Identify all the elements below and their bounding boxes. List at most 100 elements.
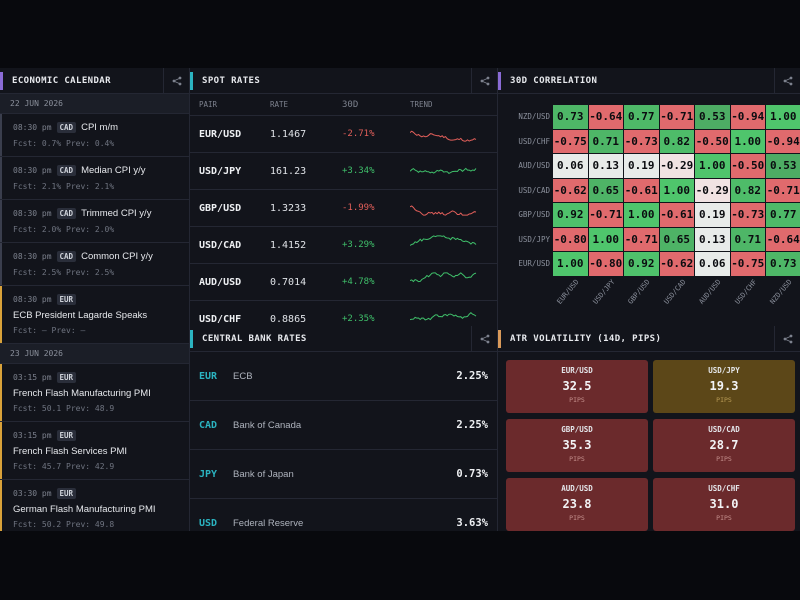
calendar-event[interactable]: 08:30 pm EUR ECB President Lagarde Speaks F… (0, 286, 189, 344)
correlation-cell[interactable]: -0.62 (659, 252, 694, 276)
correlation-cell[interactable]: -0.94 (766, 129, 800, 153)
forecast-value: Fcst: 0.7% (13, 139, 62, 148)
atr-tile[interactable]: GBP/USD 35.3 PIPS (506, 419, 648, 472)
calendar-event[interactable]: 03:30 pm EUR German Flash Manufacturing PM… (0, 480, 189, 531)
atr-value: 32.5 (562, 379, 592, 393)
correlation-cell[interactable]: 0.13 (695, 227, 730, 251)
spot-row[interactable]: USD/JPY 161.23 +3.34% (190, 153, 497, 190)
atr-pair: USD/CAD (708, 425, 740, 434)
column-label: USD/CAD (662, 278, 688, 306)
correlation-cell[interactable]: 0.53 (766, 154, 800, 178)
share-icon[interactable] (774, 68, 800, 94)
spot-row[interactable]: GBP/USD 1.3233 -1.99% (190, 190, 497, 227)
correlation-cell[interactable]: 0.77 (624, 105, 659, 129)
correlation-cell[interactable]: -0.73 (730, 203, 765, 227)
calendar-event[interactable]: 08:30 pm CAD CPI m/m Fcst: 0.7% Prev: 0.4% (0, 114, 189, 157)
calendar-event[interactable]: 08:30 pm CAD Trimmed CPI y/y Fcst: 2.0% Pre… (0, 200, 189, 243)
event-time: 08:30 pm (13, 251, 52, 261)
correlation-cell[interactable]: 1.00 (695, 154, 730, 178)
correlation-cell[interactable]: -0.71 (659, 105, 694, 129)
correlation-cell[interactable]: 0.82 (659, 129, 694, 153)
correlation-cell[interactable]: 1.00 (766, 105, 800, 129)
correlation-cell[interactable]: 0.19 (624, 154, 659, 178)
correlation-cell[interactable]: 0.73 (766, 252, 800, 276)
calendar-event[interactable]: 08:30 pm CAD Common CPI y/y Fcst: 2.5% Prev… (0, 243, 189, 286)
col-30d: 30D (342, 99, 359, 110)
trend-sparkline (409, 307, 490, 327)
correlation-cell[interactable]: -0.29 (695, 178, 730, 202)
correlation-cell[interactable]: 0.65 (588, 178, 623, 202)
central-bank-rates-panel: CENTRAL BANK RATES EUR ECB 2.25% CAD Bank of… (190, 326, 498, 531)
correlation-cell[interactable]: 0.06 (695, 252, 730, 276)
correlation-cell[interactable]: -0.80 (553, 227, 588, 251)
fx-dashboard: ECONOMIC CALENDAR 22 JUN 2026 08:30 pm CAD… (0, 68, 800, 531)
correlation-cell[interactable]: 0.65 (659, 227, 694, 251)
correlation-cell[interactable]: -0.61 (659, 203, 694, 227)
event-time: 08:30 pm (13, 165, 52, 175)
calendar-event[interactable]: 08:30 pm CAD Median CPI y/y Fcst: 2.1% Prev… (0, 157, 189, 200)
correlation-cell[interactable]: 1.00 (588, 227, 623, 251)
correlation-cell[interactable]: 0.92 (624, 252, 659, 276)
atr-unit: PIPS (569, 514, 585, 522)
correlation-cell[interactable]: -0.75 (553, 129, 588, 153)
share-icon[interactable] (471, 68, 497, 94)
calendar-list[interactable]: 22 JUN 2026 08:30 pm CAD CPI m/m Fcst: 0.7% … (0, 94, 189, 531)
correlation-cell[interactable]: -0.64 (588, 105, 623, 129)
correlation-cell[interactable]: 0.06 (553, 154, 588, 178)
correlation-cell[interactable]: -0.94 (730, 105, 765, 129)
event-time: 03:30 pm (13, 488, 52, 498)
correlation-cell[interactable]: -0.61 (624, 178, 659, 202)
share-icon[interactable] (471, 326, 497, 352)
central-bank-row[interactable]: JPY Bank of Japan 0.73% (190, 450, 497, 499)
central-bank-row[interactable]: EUR ECB 2.25% (190, 352, 497, 401)
correlation-cell[interactable]: 0.71 (730, 227, 765, 251)
correlation-cell[interactable]: -0.50 (730, 154, 765, 178)
correlation-cell[interactable]: 0.71 (588, 129, 623, 153)
atr-value: 23.8 (562, 497, 592, 511)
atr-tile[interactable]: USD/CHF 31.0 PIPS (653, 478, 795, 531)
correlation-cell[interactable]: -0.29 (659, 154, 694, 178)
atr-tile[interactable]: USD/CAD 28.7 PIPS (653, 419, 795, 472)
event-forecast: Fcst: 2.0% Prev: 2.0% (13, 225, 189, 234)
correlation-cell[interactable]: 0.19 (695, 203, 730, 227)
spot-row[interactable]: USD/CAD 1.4152 +3.29% (190, 227, 497, 264)
forecast-value: Fcst: 2.5% (13, 268, 62, 277)
calendar-event[interactable]: 03:15 pm EUR French Flash Manufacturing PM… (0, 364, 189, 422)
atr-tile[interactable]: EUR/USD 32.5 PIPS (506, 360, 648, 413)
correlation-cell[interactable]: 0.13 (588, 154, 623, 178)
correlation-cell[interactable]: 0.82 (730, 178, 765, 202)
correlation-cell[interactable]: 0.53 (695, 105, 730, 129)
central-bank-row[interactable]: USD Federal Reserve 3.63% (190, 499, 497, 531)
correlation-cell[interactable]: -0.50 (695, 129, 730, 153)
share-icon[interactable] (163, 68, 189, 94)
date-header: 23 JUN 2026 (0, 344, 189, 364)
correlation-cell[interactable]: -0.71 (766, 178, 800, 202)
atr-tile[interactable]: AUD/USD 23.8 PIPS (506, 478, 648, 531)
spot-row[interactable]: AUD/USD 0.7014 +4.78% (190, 264, 497, 301)
correlation-cell[interactable]: -0.71 (588, 203, 623, 227)
spot-row[interactable]: USD/CHF 0.8865 +2.35% (190, 301, 497, 326)
correlation-cell[interactable]: -0.73 (624, 129, 659, 153)
correlation-cell[interactable]: 1.00 (553, 252, 588, 276)
correlation-cell[interactable]: 0.92 (553, 203, 588, 227)
correlation-cell[interactable]: -0.64 (766, 227, 800, 251)
correlation-cell[interactable]: 1.00 (659, 178, 694, 202)
correlation-cell[interactable]: 0.73 (553, 105, 588, 129)
central-bank-row[interactable]: CAD Bank of Canada 2.25% (190, 401, 497, 450)
correlation-cell[interactable]: 1.00 (624, 203, 659, 227)
currency-badge: EUR (56, 371, 77, 383)
correlation-cell[interactable]: 0.77 (766, 203, 800, 227)
share-icon[interactable] (774, 326, 800, 352)
calendar-event[interactable]: 03:15 pm EUR French Flash Services PMI Fcst… (0, 422, 189, 480)
correlation-cell[interactable]: 1.00 (730, 129, 765, 153)
spot-row[interactable]: EUR/USD 1.1467 -2.71% (190, 116, 497, 153)
bank-name: Bank of Japan (233, 468, 294, 480)
policy-rate: 2.25% (456, 419, 488, 431)
row-label: GBP/USD (518, 210, 550, 219)
impact-bar (0, 480, 2, 531)
correlation-cell[interactable]: -0.80 (588, 252, 623, 276)
correlation-cell[interactable]: -0.71 (624, 227, 659, 251)
correlation-cell[interactable]: -0.75 (730, 252, 765, 276)
correlation-cell[interactable]: -0.62 (553, 178, 588, 202)
atr-tile[interactable]: USD/JPY 19.3 PIPS (653, 360, 795, 413)
